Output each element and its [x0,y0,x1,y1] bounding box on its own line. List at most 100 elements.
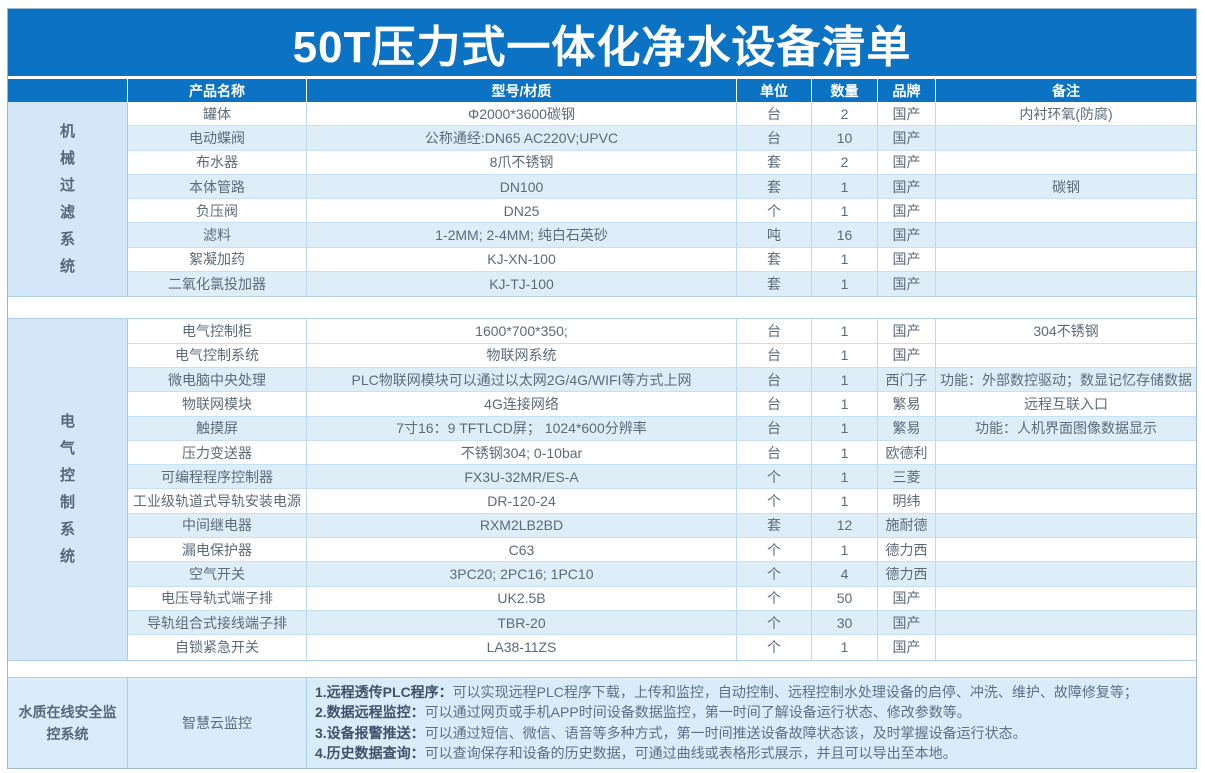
monitor-feature-text: 可以通过短信、微信、语音等多种方式，第一时间推送设备故障状态该，及时掌握设备运行… [424,724,1027,741]
section-label-char: 控 [59,467,75,485]
table-row: 电压导轨式端子排 UK2.5B 个 50 国产 [128,586,1196,611]
monitor-feature-label: 2.数据远程监控： [315,704,425,721]
model-material-cell: KJ-XN-100 [307,247,737,272]
unit-cell: 个 [737,562,812,586]
brand-cell: 德力西 [878,562,936,586]
product-name-cell: 电压导轨式端子排 [128,586,307,610]
section-rows-electrical: 电气控制柜 1600*700*350; 台 1 国产 304不锈钢 电气控制系统 物联网系统台… [128,319,1196,660]
section-label-char: 滤 [59,204,75,222]
unit-cell: 台 [737,343,812,367]
product-name-cell: 滤料 [128,223,307,247]
quantity-cell: 1 [812,440,878,465]
remark-cell: 远程互联入口 [1024,395,1108,412]
brand-cell: 欧德利 [878,440,936,465]
equipment-list-sheet: 50T压力式一体化净水设备清单 产品名称 型号/材质 单位 数量 品牌 备注 机… [7,8,1197,769]
model-material-cell: 公称通经:DN65 AC220V;UPVC [307,126,737,150]
brand-cell: 三菱 [878,465,936,489]
table-row: 压力变送器 不锈钢304; 0-10bar 台 1 欧德利 [128,440,1196,466]
remark-cell [936,272,1196,296]
quantity-cell: 1 [812,319,878,343]
quantity-cell: 2 [812,150,878,174]
brand-cell: 国产 [878,272,936,297]
unit-cell: 套 [737,150,812,174]
product-name-cell: 负压阀 [128,199,307,223]
model-material-cell: C63 [307,538,737,562]
brand-cell: 国产 [878,126,936,150]
unit-cell: 台 [737,367,812,392]
product-name-cell: 导轨组合式接线端子排 [128,610,307,635]
quantity-cell: 1 [812,199,878,223]
model-material-cell: FX3U-32MR/ES-A [307,465,737,489]
unit-cell: 台 [737,416,812,440]
model-material-cell: 3PC20; 2PC16; 1PC10 [307,562,737,586]
brand-cell: 西门子 [878,367,936,392]
header-product-name: 产品名称 [128,79,307,102]
model-material-cell: UK2.5B [307,586,737,610]
monitor-feature-label: 1.远程透传PLC程序： [315,683,453,700]
remark-cell [936,538,1196,561]
product-name-cell: 漏电保护器 [128,538,307,562]
product-name-cell: 电动蝶阀 [128,126,307,150]
section-label-char: 统 [59,258,75,276]
table-row: 导轨组合式接线端子排 TBR-20 个 30 国产 [128,610,1196,636]
brand-cell: 国产 [878,610,936,635]
table-row: 触摸屏 7寸16：9 TFTLCD屏； 1024*600分辨率台 1 繁易 功能：人机界… [128,416,1196,441]
table-row: 自锁紧急开关 LA38-11ZS 个 1 国产 [128,635,1196,660]
brand-cell: 繁易 [878,416,936,440]
model-material-cell: LA38-11ZS [307,635,737,660]
table-row: 空气开关 3PC20; 2PC16; 1PC10 个 4 德力西 [128,562,1196,587]
product-name-cell: 二氧化氯投加器 [128,272,307,297]
section-label-char: 过 [59,177,75,195]
table-row: 工业级轨道式导轨安装电源 DR-120-24 个 1 明纬 [128,489,1196,514]
model-material-cell: DN100 [307,174,737,199]
unit-cell: 台 [737,102,812,126]
model-material-cell: KJ-TJ-100 [307,272,737,297]
product-name-cell: 电气控制系统 [128,343,307,367]
product-name-cell: 空气开关 [128,562,307,586]
unit-cell: 个 [737,465,812,489]
remark-cell [936,223,1196,246]
quantity-cell: 10 [812,126,878,150]
section-mechanical-filtration: 机械过滤系统 罐体 Φ2000*3600碳钢台 2 国产 内衬环氧(防腐) 电动蝶阀 公称通… [8,102,1196,298]
model-material-cell: 8爪不锈钢 [307,150,737,174]
section-label-char: 系 [59,521,75,539]
section-rows-mechanical: 罐体 Φ2000*3600碳钢台 2 国产 内衬环氧(防腐) 电动蝶阀 公称通经:DN65 … [128,102,1196,297]
unit-cell: 个 [737,538,812,562]
section-label-char: 制 [59,494,75,512]
model-material-cell: PLC物联网模块可以通过以太网2G/4G/WIFI等方式上网 [307,367,737,392]
header-corner-cell [8,79,128,102]
brand-cell: 国产 [878,199,936,223]
section-label-electrical: 电气控制系统 [8,319,128,660]
table-header-row: 产品名称 型号/材质 单位 数量 品牌 备注 [8,79,1196,102]
section-separator [8,297,1196,320]
product-name-cell: 本体管路 [128,174,307,199]
section-label-mechanical: 机械过滤系统 [8,102,128,297]
quantity-cell: 4 [812,562,878,586]
quantity-cell: 1 [812,416,878,440]
unit-cell: 台 [737,392,812,416]
table-row: 滤料 1-2MM; 2-4MM; 纯白石英砂吨 16 国产 [128,223,1196,248]
monitor-feature-line: 3.设备报警推送：可以通过短信、微信、语音等多种方式，第一时间推送设备故障状态该… [315,723,1188,744]
remark-cell [936,344,1196,367]
header-unit: 单位 [737,79,812,102]
section-water-quality-monitoring: 水质在线安全监控系统 智慧云监控 1.远程透传PLC程序：可以实现远程PLC程序… [8,677,1196,768]
unit-cell: 个 [737,586,812,610]
header-remark: 备注 [1052,82,1080,99]
brand-cell: 国产 [878,586,936,610]
brand-cell: 国产 [878,343,936,367]
remark-cell [936,489,1196,512]
product-name-cell: 可编程程序控制器 [128,465,307,489]
quantity-cell: 1 [812,538,878,562]
unit-cell: 个 [737,635,812,660]
unit-cell: 吨 [737,223,812,247]
section-label-char: 气 [59,440,75,458]
remark-cell [936,587,1196,610]
model-material-cell: 1-2MM; 2-4MM; 纯白石英砂 [307,223,737,247]
section-label-char: 械 [59,150,75,168]
model-material-cell: 物联网系统 [307,343,737,367]
section-label-monitoring: 水质在线安全监控系统 [8,677,128,768]
brand-cell: 国产 [878,635,936,660]
product-name-cell: 自锁紧急开关 [128,635,307,660]
product-name-cell: 微电脑中央处理 [128,367,307,392]
model-material-cell: 不锈钢304; 0-10bar [307,440,737,465]
